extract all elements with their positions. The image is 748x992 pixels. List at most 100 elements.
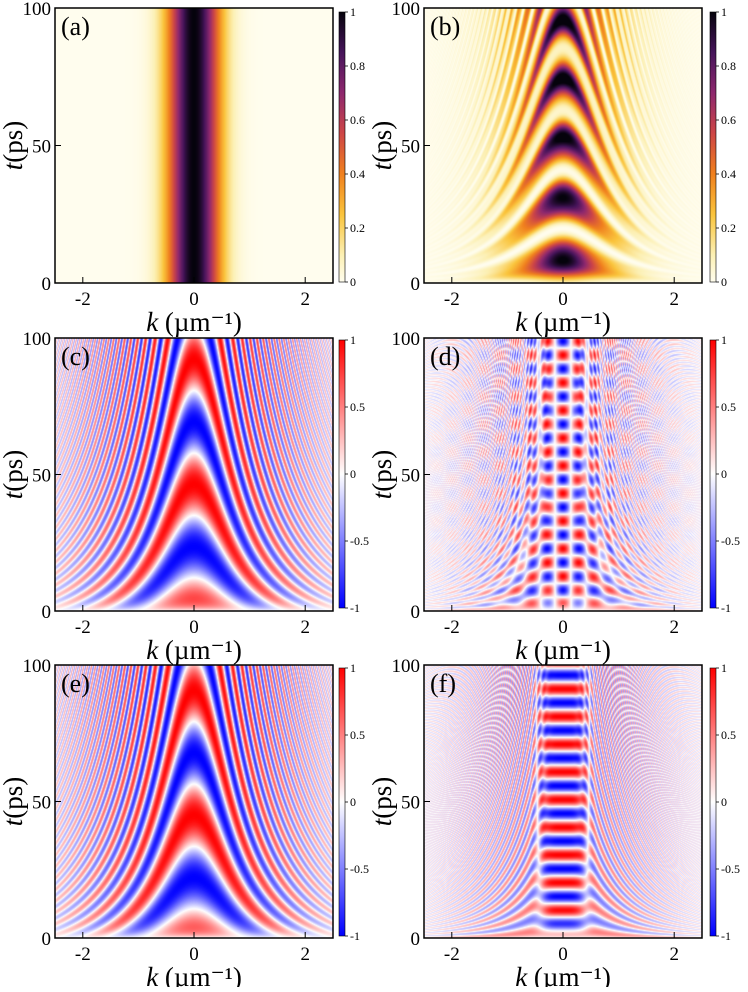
x-tick-label: -2: [444, 289, 460, 310]
x-tick-label: -2: [75, 617, 91, 638]
colorbar-tick-label: 0.5: [350, 400, 365, 414]
colorbar-tick-label: 0.2: [721, 221, 736, 235]
x-tick-label: 2: [300, 289, 310, 310]
x-tick-label: 2: [300, 944, 310, 965]
x-axis-label: k (µm⁻¹): [146, 635, 242, 665]
y-axis-label: t(ps): [367, 450, 397, 500]
panel-label: (c): [61, 342, 90, 371]
y-axis-label: t(ps): [0, 450, 28, 500]
colorbar-tick-label: 0: [350, 467, 356, 481]
y-tick-label: 100: [392, 656, 421, 677]
colorbar: [338, 11, 346, 283]
y-tick-label: 0: [42, 274, 52, 295]
y-tick-label: 50: [401, 793, 420, 814]
heatmap-image: [55, 8, 333, 283]
y-tick-label: 100: [392, 0, 421, 20]
x-tick-label: 0: [558, 944, 568, 965]
colorbar-tick-label: 0: [350, 795, 356, 809]
colorbar: [338, 339, 346, 609]
colorbar-tick-label: 0.5: [350, 728, 365, 742]
x-tick-label: 2: [669, 289, 679, 310]
heatmap-image: [55, 665, 333, 938]
panel-d: -2 0 2 0 50 100 (d) k (µm⁻¹) t(ps) -1 -0.5 0 0.5 1: [367, 329, 740, 665]
y-tick-label: 50: [32, 793, 51, 814]
y-tick-label: 0: [411, 602, 421, 623]
y-axis-label: t(ps): [0, 777, 28, 827]
x-axis-label: k (µm⁻¹): [146, 962, 242, 987]
colorbar-tick-label: 0: [350, 275, 356, 289]
panel-b: -2 0 2 0 50 100 (b) k (µm⁻¹) t(ps) 0 0.2 0.4 0.6 0.8 1: [367, 0, 736, 337]
colorbar-tick-label: 1: [721, 333, 727, 347]
colorbar-tick-label: 1: [350, 5, 356, 19]
colorbar-tick-label: 0: [721, 275, 727, 289]
colorbar-tick-label: -0.5: [721, 534, 740, 548]
x-axis-label: k (µm⁻¹): [515, 307, 611, 337]
colorbar-tick-label: -1: [721, 929, 731, 943]
x-tick-label: 0: [189, 944, 199, 965]
x-tick-label: 2: [300, 617, 310, 638]
y-tick-label: 0: [42, 602, 52, 623]
x-axis-label: k (µm⁻¹): [515, 962, 611, 987]
y-tick-label: 100: [23, 329, 52, 350]
colorbar-tick-label: -1: [721, 601, 731, 615]
x-tick-label: -2: [444, 617, 460, 638]
colorbar-tick-label: 0.4: [350, 167, 365, 181]
x-tick-label: 0: [189, 289, 199, 310]
y-tick-label: 50: [401, 466, 420, 487]
colorbar-tick-label: 1: [721, 5, 727, 19]
colorbar-tick-label: 0.5: [721, 728, 736, 742]
heatmap-image: [55, 338, 333, 611]
colorbar-tick-label: 0.5: [721, 400, 736, 414]
panel-label: (d): [430, 342, 460, 371]
y-tick-label: 50: [32, 466, 51, 487]
colorbar-tick-label: 1: [350, 661, 356, 675]
colorbar-tick-label: -1: [350, 601, 360, 615]
y-tick-label: 100: [392, 329, 421, 350]
x-axis-label: k (µm⁻¹): [515, 635, 611, 665]
y-axis-label: t(ps): [367, 777, 397, 827]
x-tick-label: 2: [669, 944, 679, 965]
panel-a: -2 0 2 0 50 100 (a) k (µm⁻¹) t(ps) 0 0.2 0.4 0.6 0.8 1: [0, 0, 365, 337]
colorbar-tick-label: -0.5: [350, 534, 369, 548]
y-tick-label: 0: [42, 929, 52, 950]
colorbar: [709, 667, 717, 937]
x-tick-label: -2: [75, 289, 91, 310]
colorbar: [338, 667, 346, 937]
y-axis-label: t(ps): [0, 121, 28, 171]
colorbar-tick-label: 0.4: [721, 167, 736, 181]
panel-e: -2 0 2 0 50 100 (e) k (µm⁻¹) t(ps) -1 -0.5 0 0.5 1: [0, 656, 369, 992]
panel-label: (a): [61, 12, 90, 41]
panel-c: -2 0 2 0 50 100 (c) k (µm⁻¹) t(ps) -1 -0.5 0 0.5 1: [0, 329, 369, 665]
x-tick-label: 0: [558, 617, 568, 638]
colorbar-tick-label: 1: [721, 661, 727, 675]
y-tick-label: 50: [32, 137, 51, 158]
colorbar: [709, 11, 717, 283]
colorbar-tick-label: 0.8: [721, 59, 736, 73]
y-tick-label: 50: [401, 137, 420, 158]
heatmap-image: [424, 8, 702, 283]
colorbar-tick-label: -1: [350, 929, 360, 943]
panel-f: -2 0 2 0 50 100 (f) k (µm⁻¹) t(ps) -1 -0.5 0 0.5 1: [367, 656, 740, 992]
colorbar-tick-label: 0: [721, 467, 727, 481]
x-tick-label: -2: [75, 944, 91, 965]
y-axis-label: t(ps): [367, 121, 397, 171]
heatmap-image: [424, 338, 702, 611]
panel-label: (e): [61, 669, 90, 698]
x-tick-label: 0: [558, 289, 568, 310]
x-tick-label: 2: [669, 617, 679, 638]
colorbar-tick-label: 0.2: [350, 221, 365, 235]
heatmap-image: [424, 665, 702, 938]
colorbar-tick-label: -0.5: [721, 862, 740, 876]
x-tick-label: 0: [189, 617, 199, 638]
colorbar-tick-label: 1: [350, 333, 356, 347]
y-tick-label: 0: [411, 274, 421, 295]
colorbar-tick-label: 0: [721, 795, 727, 809]
colorbar-tick-label: 0.6: [721, 113, 736, 127]
colorbar-tick-label: 0.8: [350, 59, 365, 73]
y-tick-label: 100: [23, 0, 52, 20]
panel-label: (b): [430, 12, 460, 41]
colorbar-tick-label: 0.6: [350, 113, 365, 127]
colorbar: [709, 339, 717, 609]
colorbar-tick-label: -0.5: [350, 862, 369, 876]
